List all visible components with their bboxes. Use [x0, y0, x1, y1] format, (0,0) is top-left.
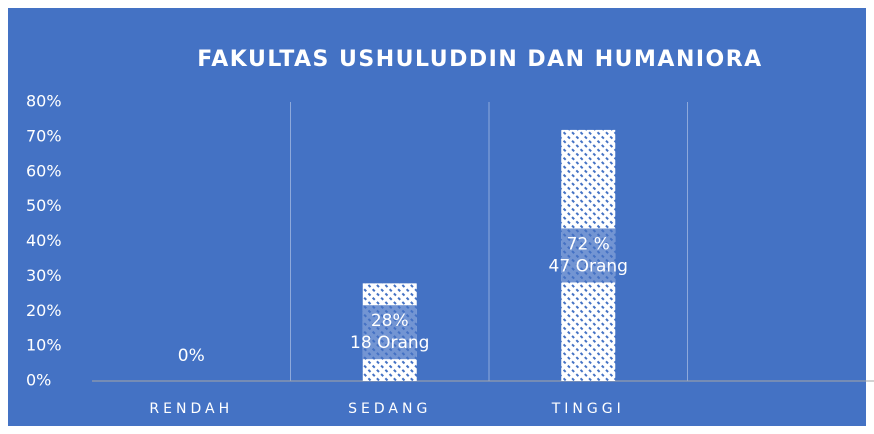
- y-tick-label: 30%: [26, 266, 62, 285]
- x-tick-label: SEDANG: [348, 401, 431, 417]
- y-tick-label: 10%: [26, 336, 62, 355]
- x-tick-label: TINGGI: [551, 401, 625, 417]
- y-tick-label: 40%: [26, 231, 62, 250]
- y-tick-label: 0%: [26, 371, 51, 390]
- y-tick-label: 70%: [26, 126, 62, 145]
- data-label-background: [362, 305, 417, 360]
- chart-background: [8, 8, 866, 426]
- data-label: 28%: [371, 311, 409, 331]
- x-tick-label: RENDAH: [149, 401, 233, 417]
- data-label: 47 Orang: [549, 256, 628, 276]
- y-tick-label: 50%: [26, 196, 62, 215]
- data-label: 72 %: [567, 234, 610, 254]
- y-tick-label: 20%: [26, 301, 62, 320]
- data-label: 18 Orang: [350, 333, 429, 353]
- chart-title: FAKULTAS USHULUDDIN DAN HUMANIORA: [197, 47, 762, 72]
- data-label-background: [561, 228, 616, 283]
- y-tick-label: 60%: [26, 161, 62, 180]
- y-tick-label: 80%: [26, 92, 62, 111]
- data-label: 0%: [178, 346, 205, 366]
